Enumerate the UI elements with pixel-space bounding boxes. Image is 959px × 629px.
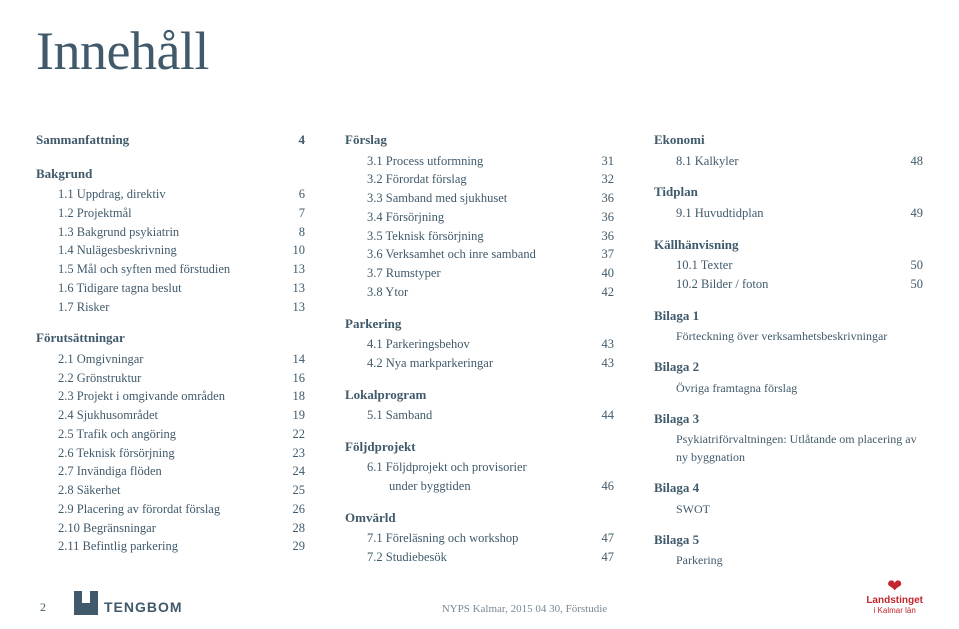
toc-heading: Bilaga 5 [654,518,923,552]
bilaga-description: SWOT [654,500,923,518]
toc-entry: 2.9 Placering av förordat förslag26 [36,500,305,519]
landsting-sub: i Kalmar län [874,606,916,615]
toc-heading: Omvärld [345,496,614,530]
toc-entry: 10.1 Texter50 [654,256,923,275]
toc-heading: Bakgrund [36,152,305,186]
tengbom-logo: TENGBOM [74,591,183,615]
toc-entry: 7.1 Föreläsning och workshop47 [345,529,614,548]
toc-entry: 2.11 Befintlig parkering29 [36,537,305,556]
toc-heading: Lokalprogram [345,373,614,407]
toc-entry: 1.7 Risker13 [36,298,305,317]
toc-entry: 8.1 Kalkyler48 [654,152,923,171]
toc-entry: 1.3 Bakgrund psykiatrin8 [36,223,305,242]
toc-entry: 1.2 Projektmål7 [36,204,305,223]
toc-entry: under byggtiden46 [345,477,614,496]
heart-icon: ❤ [887,577,902,595]
bilaga-description: Övriga framtagna förslag [654,379,923,397]
bilaga-description: Förteckning över verksamhetsbeskrivninga… [654,327,923,345]
toc-heading: Förutsättningar [36,316,305,350]
tengbom-mark-icon [74,591,98,615]
toc-entry: 4.2 Nya markparkeringar43 [345,354,614,373]
toc-heading: Tidplan [654,170,923,204]
toc-entry: 3.3 Samband med sjukhuset36 [345,189,614,208]
toc-heading: Källhänvisning [654,223,923,257]
toc-entry: 7.2 Studiebesök47 [345,548,614,567]
page-number: 2 [40,600,46,615]
toc-entry: 1.1 Uppdrag, direktiv6 [36,185,305,204]
toc-heading: Bilaga 4 [654,466,923,500]
toc-columns: Sammanfattning4Bakgrund1.1 Uppdrag, dire… [36,130,923,569]
toc-heading: Bilaga 2 [654,345,923,379]
toc-entry: 2.10 Begränsningar28 [36,519,305,538]
toc-col-3: Ekonomi8.1 Kalkyler48Tidplan9.1 Huvudtid… [654,130,923,569]
doc-reference: NYPS Kalmar, 2015 04 30, Förstudie [442,603,607,615]
toc-entry: 2.6 Teknisk försörjning23 [36,444,305,463]
toc-heading: Ekonomi [654,130,923,152]
toc-heading: Bilaga 1 [654,294,923,328]
toc-heading: Bilaga 3 [654,397,923,431]
toc-entry: 2.8 Säkerhet25 [36,481,305,500]
tengbom-wordmark: TENGBOM [104,599,183,615]
toc-entry: 3.5 Teknisk försörjning36 [345,227,614,246]
footer: 2 TENGBOM NYPS Kalmar, 2015 04 30, Först… [40,577,923,615]
toc-entry: 1.4 Nulägesbeskrivning10 [36,241,305,260]
bilaga-description: Psykiatriförvaltningen: Utlåtande om pla… [654,430,923,466]
toc-heading: Parkering [345,302,614,336]
footer-left: 2 TENGBOM [40,591,183,615]
toc-heading: Följdprojekt [345,425,614,459]
toc-entry: 3.8 Ytor42 [345,283,614,302]
toc-entry: 10.2 Bilder / foton50 [654,275,923,294]
toc-entry: 1.6 Tidigare tagna beslut13 [36,279,305,298]
toc-entry: 3.2 Förordat förslag32 [345,170,614,189]
toc-col-1: Sammanfattning4Bakgrund1.1 Uppdrag, dire… [36,130,305,569]
toc-heading: Förslag [345,130,614,152]
bilaga-description: Parkering [654,551,923,569]
toc-entry: 4.1 Parkeringsbehov43 [345,335,614,354]
toc-entry: 6.1 Följdprojekt och provisorier [345,458,614,477]
toc-heading: Sammanfattning4 [36,130,305,152]
toc-entry: 2.3 Projekt i omgivande områden18 [36,387,305,406]
landsting-name: Landstinget [866,595,923,606]
toc-entry: 3.1 Process utformning31 [345,152,614,171]
toc-entry: 9.1 Huvudtidplan49 [654,204,923,223]
toc-entry: 2.4 Sjukhusområdet19 [36,406,305,425]
toc-entry: 2.5 Trafik och angöring22 [36,425,305,444]
toc-entry: 5.1 Samband44 [345,406,614,425]
toc-entry: 2.7 Invändiga flöden24 [36,462,305,481]
toc-entry: 2.1 Omgivningar14 [36,350,305,369]
toc-col-2: Förslag3.1 Process utformning313.2 Föror… [345,130,614,569]
toc-entry: 3.7 Rumstyper40 [345,264,614,283]
page-title: Innehåll [36,20,923,82]
toc-entry: 3.6 Verksamhet och inre samband37 [345,245,614,264]
landsting-logo: ❤ Landstinget i Kalmar län [866,577,923,615]
toc-entry: 2.2 Grönstruktur16 [36,369,305,388]
toc-entry: 1.5 Mål och syften med förstudien13 [36,260,305,279]
toc-entry: 3.4 Försörjning36 [345,208,614,227]
